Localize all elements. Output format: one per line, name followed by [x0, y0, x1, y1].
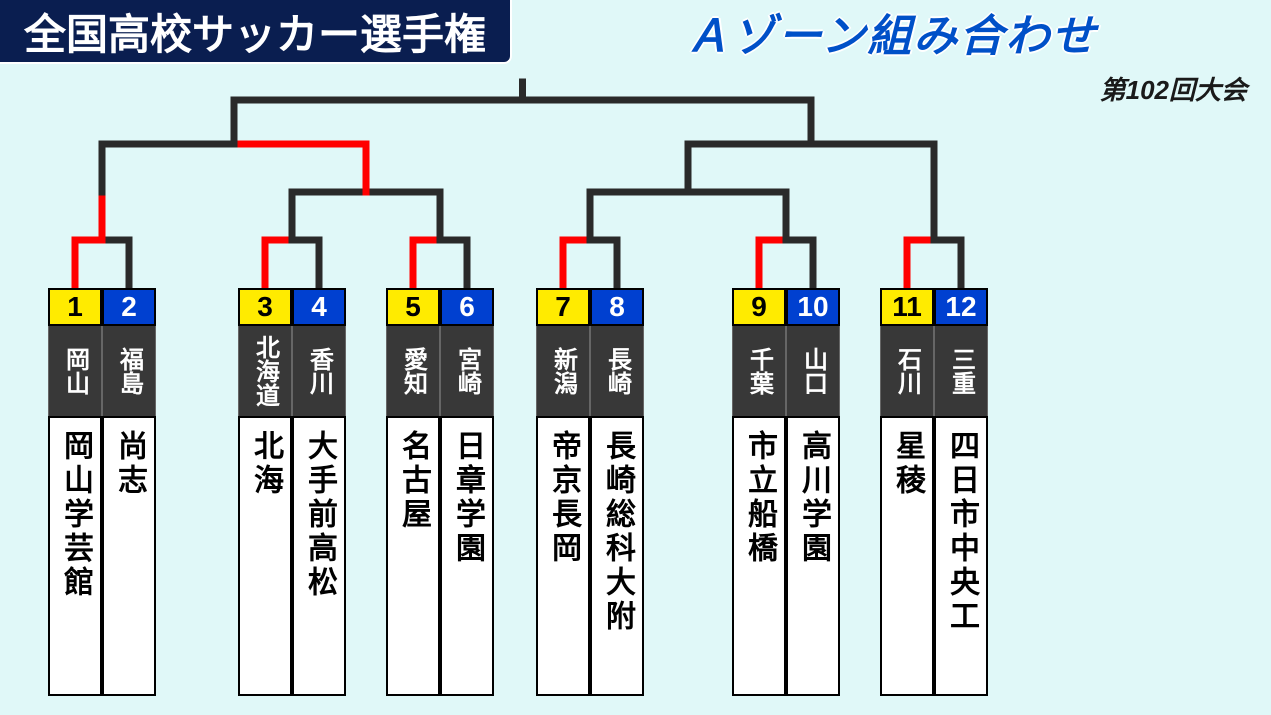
team-school: 名古屋	[386, 416, 440, 696]
team-school: 星稜	[880, 416, 934, 696]
team-school: 岡山学芸館	[48, 416, 102, 696]
teams-row: 1岡山岡山学芸館2福島尚志3北海道北海4香川大手前高松5愛知名古屋6宮崎日章学園…	[0, 288, 1271, 696]
team-5: 5愛知名古屋	[386, 288, 440, 696]
team-8: 8長崎長崎総科大附	[590, 288, 644, 696]
team-pref: 三重	[934, 326, 988, 416]
team-pref: 新潟	[536, 326, 590, 416]
team-school: 北海	[238, 416, 292, 696]
title-left: 全国高校サッカー選手権	[0, 0, 512, 64]
team-num: 11	[880, 288, 934, 326]
team-pref: 岡山	[48, 326, 102, 416]
team-7: 7新潟帝京長岡	[536, 288, 590, 696]
team-pref: 長崎	[590, 326, 644, 416]
team-12: 12三重四日市中央工	[934, 288, 988, 696]
team-num: 5	[386, 288, 440, 326]
title-right: Ａゾーン組み合わせ	[512, 0, 1271, 64]
team-pref: 福島	[102, 326, 156, 416]
team-pref: 千葉	[732, 326, 786, 416]
team-school: 四日市中央工	[934, 416, 988, 696]
team-pref: 香川	[292, 326, 346, 416]
team-school: 大手前高松	[292, 416, 346, 696]
team-school: 日章学園	[440, 416, 494, 696]
bracket-svg	[0, 70, 1271, 320]
team-num: 2	[102, 288, 156, 326]
team-num: 8	[590, 288, 644, 326]
team-num: 6	[440, 288, 494, 326]
team-num: 12	[934, 288, 988, 326]
team-school: 市立船橋	[732, 416, 786, 696]
team-9: 9千葉市立船橋	[732, 288, 786, 696]
team-num: 7	[536, 288, 590, 326]
team-school: 長崎総科大附	[590, 416, 644, 696]
team-2: 2福島尚志	[102, 288, 156, 696]
team-4: 4香川大手前高松	[292, 288, 346, 696]
team-num: 3	[238, 288, 292, 326]
team-num: 10	[786, 288, 840, 326]
team-num: 9	[732, 288, 786, 326]
team-pref: 北海道	[238, 326, 292, 416]
team-num: 4	[292, 288, 346, 326]
team-pref: 石川	[880, 326, 934, 416]
team-pref: 愛知	[386, 326, 440, 416]
team-1: 1岡山岡山学芸館	[48, 288, 102, 696]
team-school: 尚志	[102, 416, 156, 696]
team-11: 11石川星稜	[880, 288, 934, 696]
team-3: 3北海道北海	[238, 288, 292, 696]
team-school: 高川学園	[786, 416, 840, 696]
team-num: 1	[48, 288, 102, 326]
team-school: 帝京長岡	[536, 416, 590, 696]
team-6: 6宮崎日章学園	[440, 288, 494, 696]
team-pref: 宮崎	[440, 326, 494, 416]
team-10: 10山口高川学園	[786, 288, 840, 696]
team-pref: 山口	[786, 326, 840, 416]
